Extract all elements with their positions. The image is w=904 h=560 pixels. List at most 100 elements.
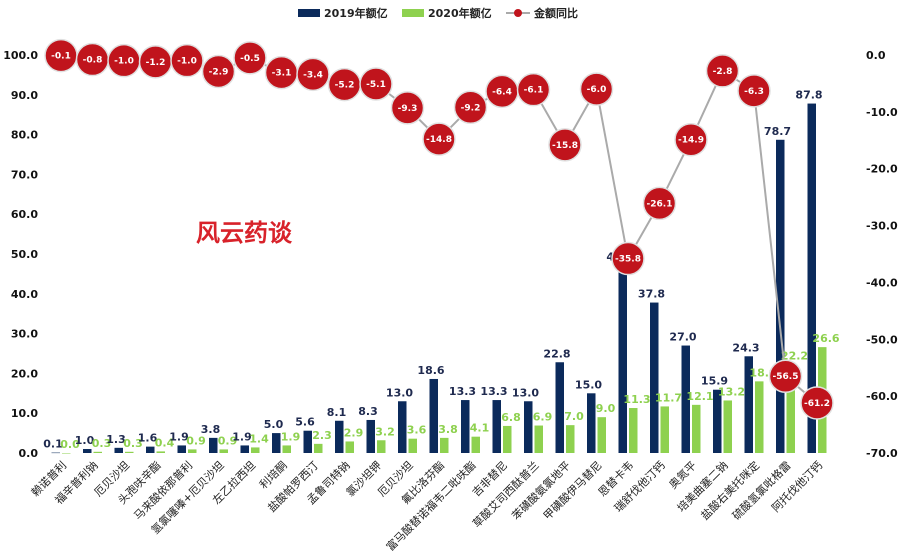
bar-2020 (62, 453, 71, 454)
yoy-marker (453, 90, 488, 125)
bar-2019 (744, 356, 753, 453)
yoy-value-label: -5.1 (366, 80, 386, 90)
x-axis-categories: 赖诺普利福辛普利钠厄贝沙坦头孢呋辛酯马来酸依那普利氢氯噻嗪+厄贝沙坦左乙拉西坦利… (28, 458, 825, 553)
bar-2019-label: 24.3 (732, 341, 759, 354)
bar-2020-label: 0.9 (218, 434, 238, 447)
yoy-value-label: -0.5 (240, 54, 260, 64)
bar-2019 (240, 445, 249, 453)
bar-2020 (723, 400, 732, 453)
bar-2019-label: 13.0 (512, 386, 539, 399)
bar-2020 (219, 449, 228, 453)
bar-2020-label: 4.1 (470, 422, 490, 435)
bar-2020 (314, 443, 323, 453)
bar-2019-label: 22.8 (543, 347, 570, 360)
yoy-value-label: -14.8 (426, 135, 452, 145)
bar-2020-label: 1.4 (249, 432, 269, 445)
bar-2019 (650, 302, 659, 453)
bar-2020-label: 3.2 (375, 425, 395, 438)
left-tick-label: 0.0 (19, 447, 39, 460)
bar-2020 (629, 408, 638, 453)
left-tick-label: 80.0 (11, 129, 38, 142)
bar-2019-label: 0.1 (43, 438, 63, 451)
bar-2020 (282, 445, 291, 453)
yoy-value-label: -1.2 (146, 58, 166, 68)
yoy-marker (579, 72, 614, 106)
bar-2020-label: 0.3 (92, 437, 112, 450)
left-tick-label: 30.0 (11, 328, 38, 341)
bar-2019-label: 5.0 (264, 418, 284, 431)
right-tick-label: -40.0 (866, 276, 898, 289)
bar-2020-label: 13.2 (718, 385, 745, 398)
bar-2019-label: 13.3 (480, 385, 507, 398)
yoy-value-label: -0.8 (83, 56, 103, 66)
yoy-marker (296, 57, 330, 92)
yoy-value-label: -35.8 (615, 255, 641, 265)
yoy-marker (390, 91, 425, 125)
yoy-line (60, 54, 818, 404)
bar-2019-label: 37.8 (638, 288, 665, 301)
bar-2020-label: 7.0 (564, 410, 584, 423)
yoy-value-label: -6.3 (744, 87, 764, 97)
yoy-value-label: -14.9 (678, 136, 704, 146)
bar-2019 (398, 401, 407, 453)
bar-2020 (188, 449, 197, 453)
bar-2019-label: 1.9 (169, 430, 189, 443)
yoy-marker (674, 122, 708, 157)
bar-2020 (755, 381, 764, 453)
bar-2019-label: 1.3 (106, 433, 126, 446)
bar-2019-label: 78.7 (764, 125, 791, 138)
bar-2019 (114, 447, 123, 453)
left-tick-label: 70.0 (11, 168, 38, 181)
bar-2020-label: 9.0 (596, 402, 616, 415)
bar-2019 (618, 265, 627, 453)
bar-2020 (692, 404, 701, 453)
yoy-marker (201, 54, 236, 89)
yoy-marker (422, 122, 456, 156)
bar-2019 (461, 400, 470, 453)
bar-2019-label: 1.0 (75, 434, 95, 447)
bar-2019 (713, 389, 722, 453)
legend-marker-2 (514, 9, 522, 17)
bar-2019 (587, 393, 596, 453)
bar-2019-label: 13.3 (449, 385, 476, 398)
bar-2019 (335, 420, 344, 453)
yoy-polyline (60, 54, 818, 404)
bar-2019 (177, 445, 186, 453)
bar-2019-label: 1.6 (138, 432, 158, 445)
yoy-marker (768, 359, 803, 393)
right-tick-label: -50.0 (866, 333, 898, 346)
bar-2019-label: 1.9 (232, 430, 252, 443)
bar-2019-label: 18.6 (417, 364, 444, 377)
yoy-value-label: -1.0 (177, 57, 197, 67)
yoy-value-label: -1.0 (114, 57, 134, 67)
bar-2019 (303, 430, 312, 453)
right-y-axis: 0.0 -10.0 -20.0 -30.0 -40.0 -50.0 -60.0 -70.0 (866, 49, 898, 460)
left-tick-label: 40.0 (11, 288, 38, 301)
yoy-value-label: -9.3 (398, 104, 418, 114)
bar-2019-label: 27.0 (669, 331, 696, 344)
legend-label-0: 2019年额亿 (324, 6, 388, 20)
yoy-value-label: -56.5 (773, 372, 799, 382)
yoy-markers: -0.1 -0.8 -1.0 -1.2 -1.0 -2.9 -0.5 -3.1 -3.4 -5.2… (44, 38, 834, 420)
bar-2019 (524, 401, 533, 453)
yoy-marker (705, 54, 740, 88)
bar-2020-label: 26.6 (812, 332, 839, 345)
yoy-marker (642, 186, 677, 221)
left-tick-label: 60.0 (11, 208, 38, 221)
bar-2020 (566, 425, 575, 453)
legend-swatch-1 (402, 9, 424, 17)
bar-2020 (786, 364, 795, 453)
bar-2020-label: 0.0 (60, 438, 80, 451)
yoy-value-label: -2.9 (209, 67, 229, 77)
right-tick-label: -70.0 (866, 447, 898, 460)
yoy-value-label: -61.2 (804, 399, 830, 409)
right-tick-label: -60.0 (866, 390, 898, 403)
bar-2019 (209, 437, 218, 453)
bar-2020 (440, 437, 449, 453)
right-tick-label: -20.0 (866, 163, 898, 176)
bar-2019 (146, 446, 155, 453)
bar-2020-label: 3.8 (438, 423, 458, 436)
left-tick-label: 90.0 (11, 89, 38, 102)
